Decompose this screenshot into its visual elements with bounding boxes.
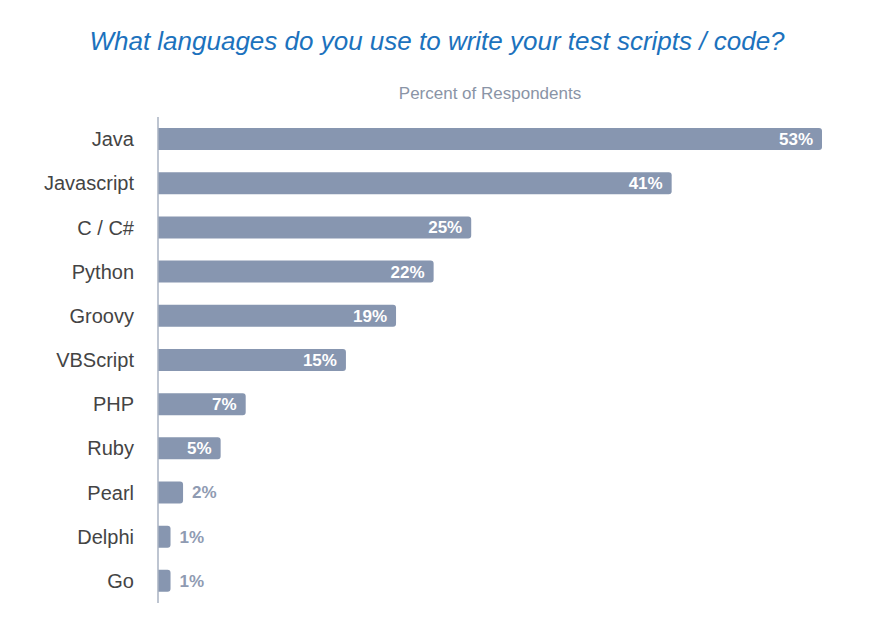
html-text:What languages do you use to w: What languages do you use to write your … (89, 26, 785, 56)
svg-text:2%: 2% (192, 483, 217, 502)
svg-text:22%: 22% (391, 263, 425, 282)
svg-text:1%: 1% (180, 572, 205, 591)
svg-text:Java: Java (92, 128, 135, 150)
svg-text:7%: 7% (212, 395, 237, 414)
svg-text:41%: 41% (629, 174, 663, 193)
svg-text:15%: 15% (303, 351, 337, 370)
svg-text:Groovy: Groovy (70, 305, 134, 327)
svg-text:Pearl: Pearl (87, 482, 134, 504)
svg-text:Delphi: Delphi (77, 526, 134, 548)
svg-text:Javascript: Javascript (44, 172, 134, 194)
svg-text:VBScript: VBScript (56, 349, 134, 371)
svg-text:25%: 25% (428, 218, 462, 237)
svg-text:19%: 19% (353, 307, 387, 326)
svg-text:53%: 53% (779, 130, 813, 149)
svg-text:Go: Go (107, 570, 134, 592)
svg-text:C / C#: C / C# (77, 217, 135, 239)
html-text:Percent of Respondents: Percent of Respondents (398, 84, 582, 103)
svg-text:5%: 5% (187, 439, 212, 458)
svg-text:1%: 1% (180, 528, 205, 547)
svg-text:PHP: PHP (93, 393, 134, 415)
svg-text:Ruby: Ruby (87, 437, 134, 459)
svg-text:Python: Python (72, 261, 134, 283)
